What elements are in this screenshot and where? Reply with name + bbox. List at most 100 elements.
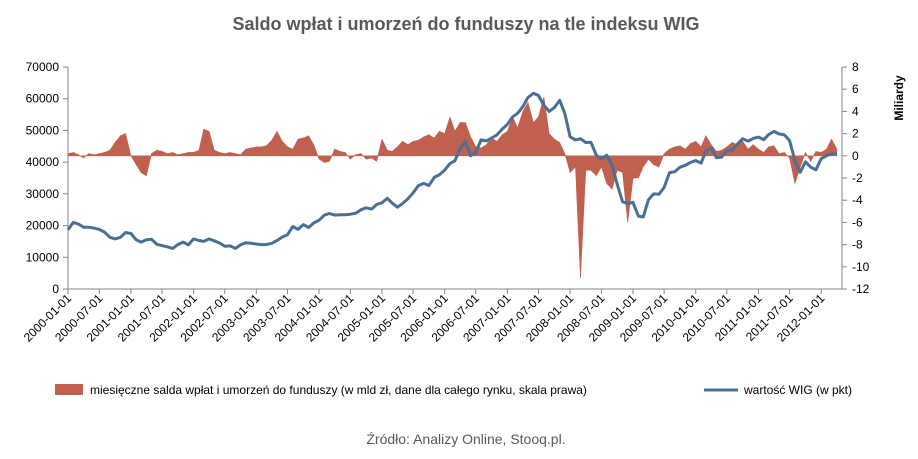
flow-area-segment — [219, 152, 226, 157]
flow-area-segment — [208, 131, 215, 157]
fund-flows-area-series — [67, 96, 838, 278]
x-axis-ticks: 2000-01-012000-07-012001-01-012001-07-01… — [21, 289, 828, 345]
flow-area-segment — [407, 140, 414, 157]
flow-area-segment — [758, 148, 765, 157]
flow-area-segment — [114, 134, 121, 157]
right-tick-label: -8 — [852, 238, 863, 252]
flow-area-segment — [240, 148, 247, 157]
flow-area-segment — [616, 155, 623, 173]
flow-area-segment — [297, 137, 304, 157]
flow-area-segment — [266, 139, 273, 157]
flow-area-segment — [449, 116, 456, 157]
flow-area-segment — [747, 144, 754, 157]
right-tick-label: -4 — [852, 193, 863, 207]
flow-area-segment — [642, 155, 649, 168]
flow-area-segment — [88, 153, 95, 157]
flow-area-segment — [167, 152, 173, 157]
flow-area-segment — [622, 155, 629, 223]
flow-area-segment — [371, 155, 377, 162]
flow-area-segment — [182, 152, 189, 157]
flow-area-segment — [73, 152, 79, 157]
wig-line — [66, 91, 837, 250]
flow-area-segment — [585, 155, 592, 171]
flow-area-segment — [627, 155, 634, 223]
flow-area-segment — [287, 146, 294, 157]
flow-area-segment — [386, 149, 393, 157]
right-axis-label: Miliardy — [892, 75, 906, 121]
flow-area-segment — [125, 133, 132, 157]
flow-area-segment — [810, 151, 817, 162]
flow-area-segment — [428, 134, 435, 157]
left-tick-label: 0 — [52, 282, 59, 296]
flow-area-segment — [397, 140, 403, 157]
flow-area-segment — [344, 151, 351, 161]
flow-area-segment — [575, 155, 581, 278]
flow-area-segment — [93, 153, 100, 157]
flow-area-segment — [151, 149, 158, 157]
flow-area-segment — [67, 152, 74, 157]
left-tick-label: 40000 — [26, 155, 60, 169]
flow-area-segment — [271, 130, 278, 157]
flow-area-segment — [261, 145, 267, 157]
flow-area-segment — [229, 152, 236, 157]
left-tick-label: 60000 — [26, 92, 60, 106]
flow-area-segment — [423, 134, 430, 157]
left-tick-label: 10000 — [26, 250, 60, 264]
flow-area-segment — [752, 144, 759, 157]
flow-area-segment — [156, 149, 163, 157]
flow-area-segment — [663, 148, 670, 157]
flow-area-segment — [805, 151, 812, 163]
flow-area-segment — [161, 150, 168, 157]
flow-area-segment — [716, 149, 723, 157]
flow-area-segment — [679, 145, 686, 157]
left-tick-label: 70000 — [26, 60, 60, 74]
right-tick-label: -12 — [852, 282, 870, 296]
flow-area-segment — [313, 144, 320, 160]
flow-area-segment — [329, 149, 336, 162]
source-note: Źródło: Analizy Online, Stooq.pl. — [366, 431, 565, 447]
chart-title: Saldo wpłat i umorzeń do funduszy na tle… — [232, 14, 699, 34]
flow-area-segment — [135, 155, 142, 174]
right-tick-label: -6 — [852, 215, 863, 229]
flow-area-segment — [339, 150, 346, 157]
wig-line-series — [66, 91, 837, 250]
flow-area-segment — [522, 101, 529, 157]
left-tick-label: 30000 — [26, 187, 60, 201]
flow-area-segment — [318, 155, 325, 164]
flow-area-segment — [98, 152, 105, 157]
flow-area-segment — [559, 142, 566, 157]
flow-area-segment — [491, 137, 498, 157]
flow-area-segment — [784, 151, 790, 159]
flow-area-segment — [742, 140, 749, 157]
flow-area-segment — [590, 155, 597, 177]
legend: miesięczne salda wpłat i umorzeń do fund… — [55, 383, 852, 397]
flow-area-segment — [402, 140, 409, 157]
flow-area-segment — [187, 152, 194, 157]
flow-area-segment — [580, 155, 587, 278]
flow-area-segment — [533, 116, 539, 157]
flow-area-segment — [632, 155, 639, 179]
flow-area-segment — [302, 135, 309, 157]
flow-area-segment — [276, 131, 283, 157]
flow-area-segment — [308, 134, 315, 157]
flow-area-segment — [669, 146, 676, 157]
flow-area-segment — [501, 130, 508, 157]
flow-area-segment — [517, 111, 524, 157]
legend-swatch-area — [55, 384, 83, 395]
right-tick-label: 8 — [852, 60, 859, 74]
flow-area-segment — [658, 153, 665, 168]
flow-area-segment — [256, 146, 262, 157]
flow-area-segment — [444, 116, 451, 157]
flow-area-segment — [334, 148, 341, 157]
flow-area-segment — [350, 154, 356, 160]
flow-area-segment — [763, 146, 769, 157]
flow-area-segment — [292, 139, 299, 157]
flow-area-segment — [684, 142, 691, 157]
right-tick-label: -2 — [852, 171, 863, 185]
flow-area-segment — [418, 136, 425, 157]
flow-area-segment — [496, 133, 503, 157]
flow-area-segment — [365, 155, 372, 160]
flow-area-segment — [83, 152, 90, 159]
plot-area: 0 10000 20000 30000 40000 50000 60000 70000 -12… — [21, 60, 870, 345]
flow-area-segment — [674, 145, 681, 157]
